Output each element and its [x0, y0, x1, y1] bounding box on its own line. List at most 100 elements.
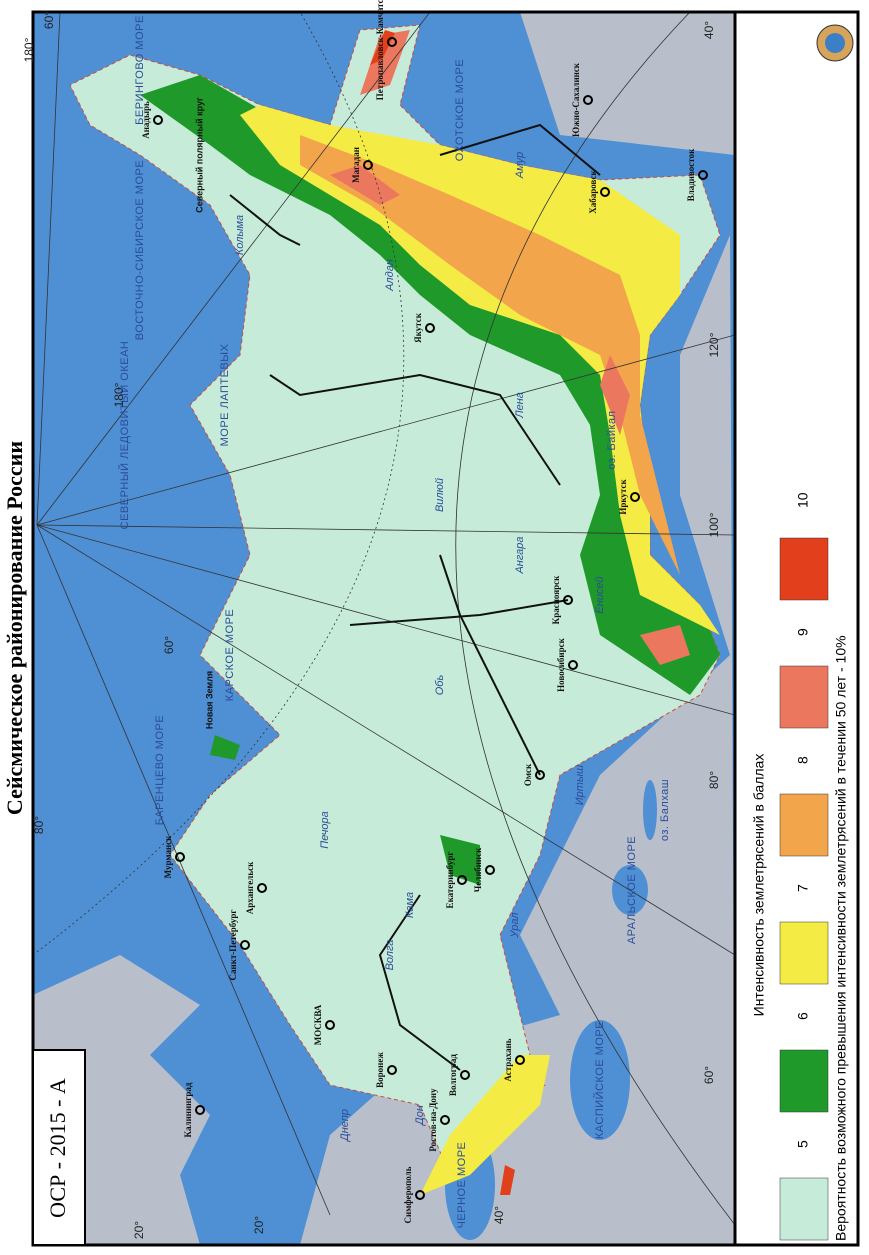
city-marker: [460, 1070, 470, 1080]
city-label: Екатеринбург: [445, 852, 455, 909]
foreign-land: [300, 235, 735, 1245]
river-label: Дон: [414, 1105, 426, 1127]
city-label: Магадан: [351, 147, 361, 183]
city-marker: [325, 1020, 335, 1030]
legend-swatch: [779, 1177, 829, 1241]
legend-swatch: [779, 665, 829, 729]
river-line: [378, 894, 461, 1071]
water-label: БАРЕНЦЕВО МОРЕ: [154, 715, 166, 825]
city-marker: [425, 323, 435, 333]
river-label: Днепр: [339, 1109, 351, 1143]
city-label: Петропавловск-Камчатский: [375, 0, 385, 100]
river-line: [229, 194, 301, 246]
meridian: [36, 524, 331, 1216]
city-marker: [457, 875, 467, 885]
water-label: МОРЕ ЛАПТЕВЫХ: [219, 343, 231, 446]
emblem: [816, 24, 854, 62]
city-marker: [440, 1115, 450, 1125]
river-line: [349, 599, 569, 626]
city-label: Красноярск: [551, 575, 561, 624]
legend-swatch: [779, 793, 829, 857]
water-label: БЕРИНГОВО МОРЕ: [134, 15, 146, 125]
zone-caucasus: [420, 1055, 550, 1195]
zone-7: [240, 105, 720, 635]
city-label: Хабаровск: [588, 169, 598, 213]
balkhash: [643, 780, 657, 840]
city-marker: [583, 95, 593, 105]
water-label: КАСПИЙСКОЕ МОРЕ: [593, 1021, 606, 1139]
river-label: Лена: [514, 392, 526, 419]
river-label: Колыма: [234, 215, 246, 255]
city-label: Ростов-на-Дону: [428, 1088, 438, 1152]
circle-label: Северный полярный круг: [194, 97, 204, 213]
emblem-inner: [825, 33, 845, 53]
legend: 5 6 7 8 9 10: [779, 492, 829, 1241]
river-line: [439, 554, 541, 776]
badge-box: [32, 1049, 86, 1246]
city-label: Иркутск: [618, 479, 628, 515]
meridian: [36, 12, 431, 526]
city-marker: [698, 170, 708, 180]
river-label: Урал: [509, 912, 521, 938]
city-marker: [568, 660, 578, 670]
graticule-label: 60°: [162, 636, 176, 654]
legend-label: 8: [795, 756, 811, 764]
city-label: Южно-Сахалинск: [571, 62, 581, 137]
river-line: [269, 373, 561, 486]
city-marker: [600, 187, 610, 197]
graticule-label: 20°: [132, 1221, 146, 1239]
city-label: Челябинск: [473, 847, 483, 892]
city-marker: [363, 160, 373, 170]
city-label: Симферополь: [403, 1166, 413, 1223]
legend-label: 5: [795, 1140, 811, 1148]
river-label: Кама: [404, 892, 416, 918]
city-label: Омск: [523, 763, 533, 786]
city-label: Воронеж: [375, 1052, 385, 1088]
river-label: Енисей: [594, 576, 606, 613]
city-label: Якутск: [413, 312, 423, 343]
graticule-label: 40°: [702, 21, 716, 39]
graticule-label: 80°: [707, 771, 721, 789]
legend-swatch: [779, 1049, 829, 1113]
caspian: [570, 1020, 630, 1140]
zone-urals: [210, 735, 480, 885]
river-label: Амур: [514, 152, 526, 179]
water-label: ЧЕРНОЕ МОРЕ: [456, 1142, 468, 1229]
graticule-label: 80°: [32, 816, 46, 834]
city-label: Мурманск: [163, 835, 173, 878]
city-marker: [415, 1190, 425, 1200]
water-label: СЕВЕРНЫЙ ЛЕДОВИТЫЙ ОКЕАН: [118, 341, 131, 530]
title: Сейсмическое районирование России: [2, 441, 27, 815]
graticule-label: 120°: [707, 332, 721, 357]
legend-label: 7: [795, 884, 811, 892]
river-label: Иртыш: [574, 765, 586, 805]
city-marker: [240, 940, 250, 950]
city-marker: [195, 1105, 205, 1115]
water-label: ВОСТОЧНО-СИБИРСКОЕ МОРЕ: [134, 160, 146, 340]
city-marker: [535, 770, 545, 780]
island-label: Новая Земля: [204, 671, 214, 729]
meridian: [36, 334, 735, 526]
badge: ОСР - 2015 - А: [45, 1078, 70, 1218]
river-label: Обь: [434, 675, 446, 696]
water-label: АРАЛЬСКОЕ МОРЕ: [626, 836, 638, 944]
graticule-label: 100°: [707, 512, 721, 537]
city-label: Новосибирск: [556, 637, 566, 691]
city-marker: [485, 865, 495, 875]
parallel: [455, 12, 735, 1226]
city-label: Астрахань: [503, 1038, 513, 1081]
map: [33, 12, 735, 1245]
water-label: оз. Балхаш: [659, 779, 671, 841]
graticule-label: 60°: [702, 1066, 716, 1084]
city-label: МОСКВА: [313, 1004, 323, 1045]
city-marker: [387, 1065, 397, 1075]
graticule: [33, 12, 735, 1226]
legend-label: 6: [795, 1012, 811, 1020]
city-label: Волгоград: [448, 1054, 458, 1096]
river-label: Вилюй: [434, 478, 446, 512]
water-label: оз. Байкал: [606, 410, 618, 469]
city-label: Владивосток: [686, 148, 696, 201]
city-marker: [175, 852, 185, 862]
water-label: ОХОТСКОЕ МОРЕ: [454, 59, 466, 161]
meridian: [36, 12, 61, 526]
